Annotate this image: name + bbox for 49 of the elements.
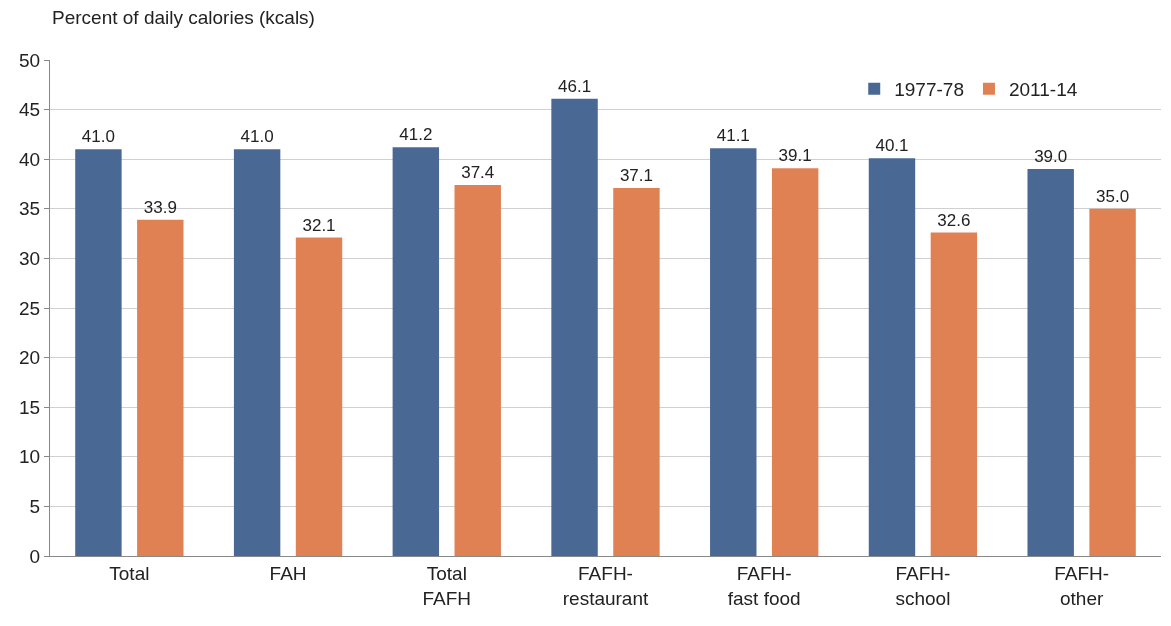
data-label: 40.1 [875,136,909,156]
bar [454,184,501,556]
bar [233,149,281,556]
bar [551,98,598,556]
y-tick-label: 25 [19,297,41,319]
legend-label: 2011-14 [1008,79,1078,101]
bar [771,168,819,556]
x-tick-label: Total FAFH [422,562,472,609]
y-tick-label: 45 [19,99,41,121]
data-label: 39.0 [1034,147,1068,167]
y-tick-label: 30 [19,248,41,270]
x-tick-label: FAH [269,562,307,584]
bar [868,158,916,556]
x-tick-label: FAFH- school [895,562,951,609]
y-tick-label: 50 [19,49,41,71]
data-label: 37.4 [461,162,495,182]
y-axis-title: Percent of daily calories (kcals) [52,7,315,28]
y-tick-label: 5 [29,496,41,518]
y-tick-label: 20 [19,347,41,369]
data-label: 41.2 [399,125,433,145]
bar [710,148,757,556]
x-tick-label: Total [109,562,150,584]
data-label: 32.1 [302,215,336,235]
bar [295,237,343,556]
bar [1027,169,1074,556]
bar [392,147,440,556]
y-tick-label: 40 [19,148,41,170]
y-tick-label: 35 [19,198,41,220]
data-label: 41.1 [716,126,750,146]
x-tick-label: FAFH- fast food [727,562,801,609]
data-label: 39.1 [778,146,812,166]
data-label: 46.1 [558,76,592,96]
data-label: 33.9 [143,197,177,217]
y-tick-label: 0 [29,545,41,567]
bar [613,187,660,556]
bar [1089,208,1136,556]
data-label: 32.6 [937,210,971,230]
data-label: 35.0 [1096,186,1130,206]
y-tick-label: 15 [19,396,41,418]
bar [75,149,122,556]
legend-label: 1977-78 [894,79,964,101]
y-tick-label: 10 [19,446,41,468]
x-tick-label: FAFH- other [1054,562,1110,609]
bar [930,232,978,556]
bar [137,219,184,556]
data-label: 41.0 [81,127,115,147]
data-label: 41.0 [240,127,274,147]
data-label: 37.1 [619,165,653,185]
x-tick-label: FAFH- restaurant [562,562,649,609]
